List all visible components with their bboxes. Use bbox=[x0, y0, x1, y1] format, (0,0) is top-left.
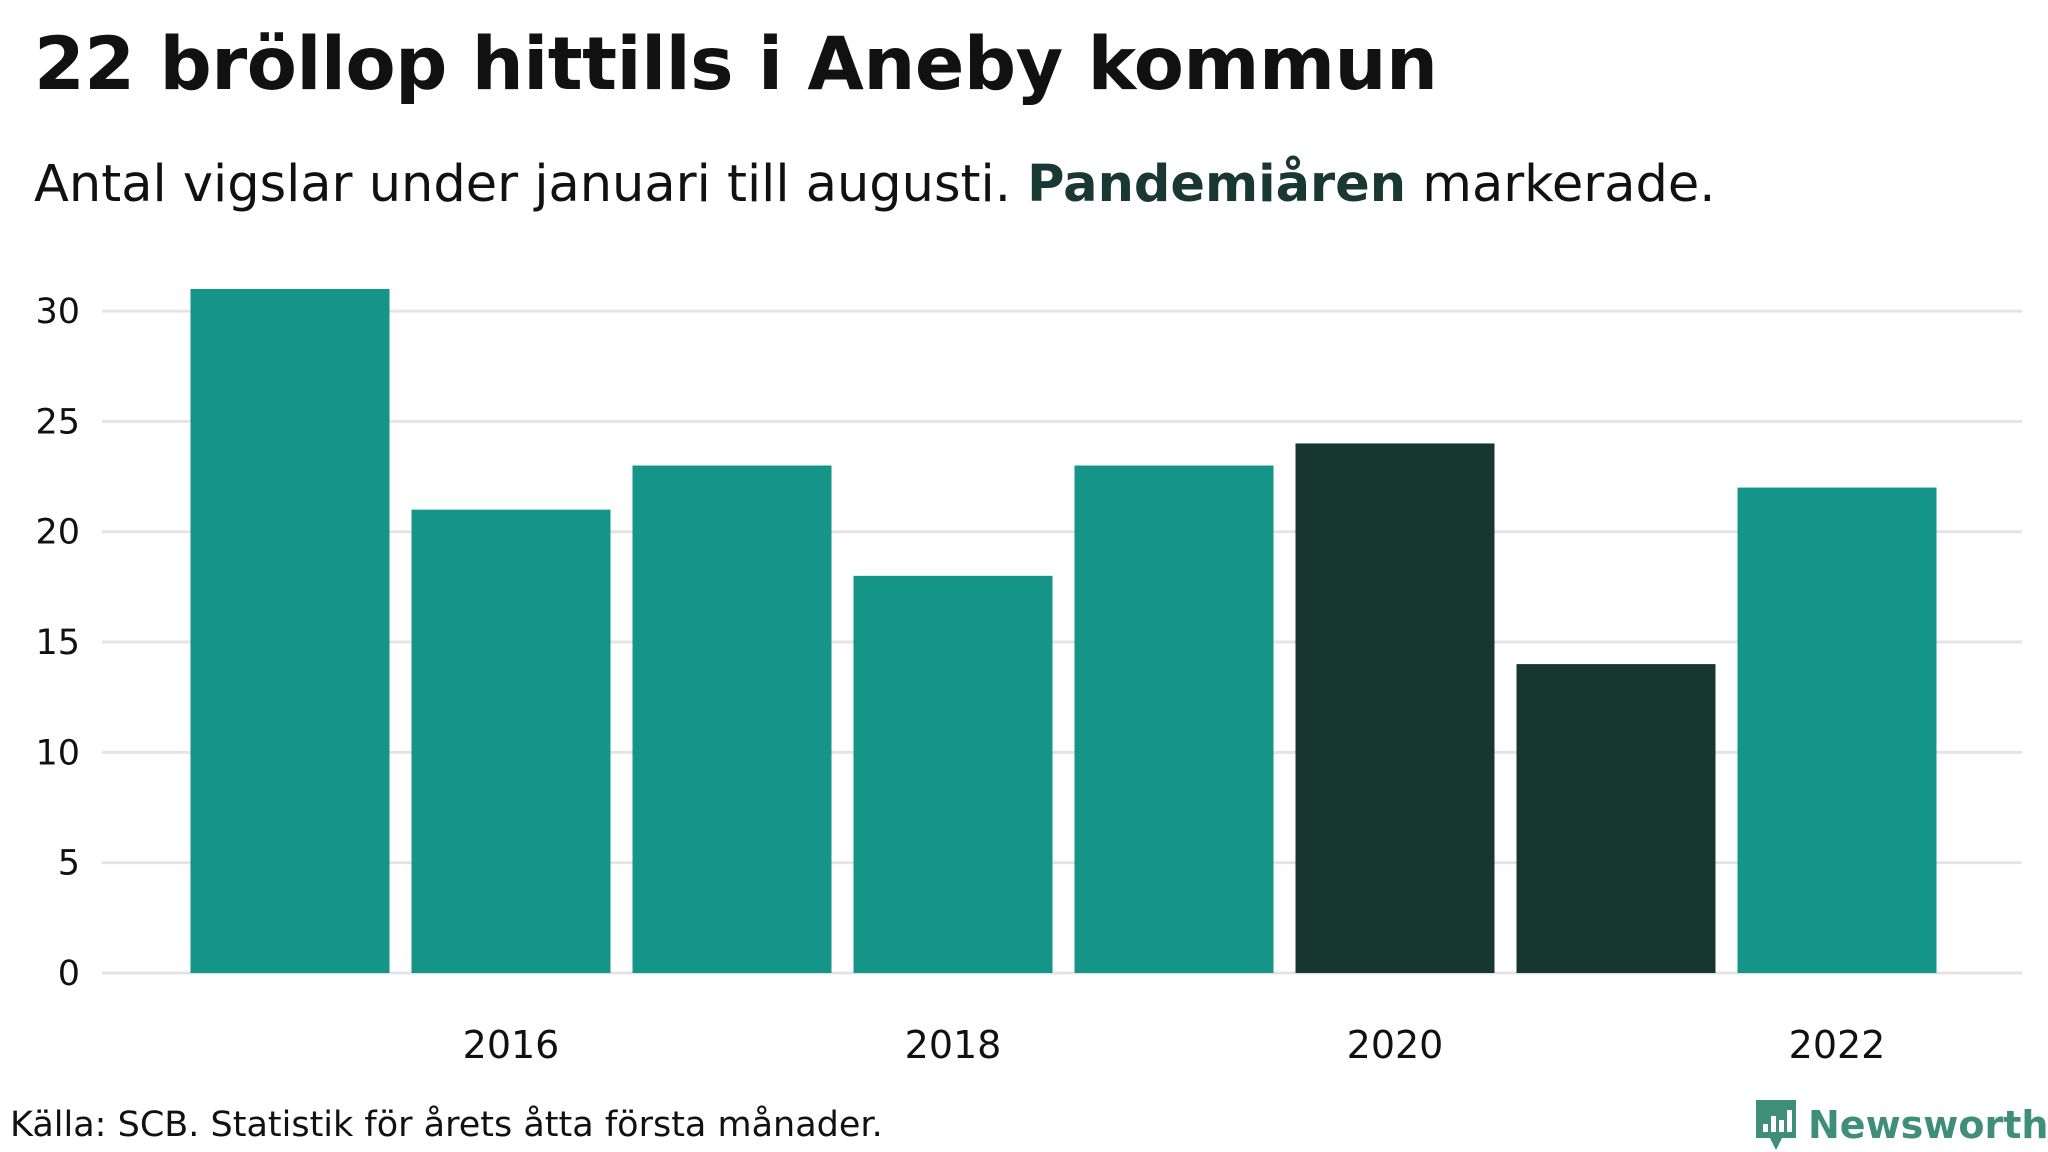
y-tick-label-25: 25 bbox=[35, 402, 80, 442]
subtitle-text: Antal vigslar under januari till augusti… bbox=[34, 155, 1028, 214]
bars bbox=[190, 289, 1937, 973]
x-tick-label-2022: 2022 bbox=[1789, 1023, 1886, 1067]
source-note: Källa: SCB. Statistik för årets åtta för… bbox=[10, 1105, 883, 1145]
y-tick-label-30: 30 bbox=[35, 292, 80, 332]
bar-2022 bbox=[1737, 487, 1937, 973]
y-tick-label-10: 10 bbox=[35, 733, 80, 773]
bar-2016 bbox=[411, 509, 611, 973]
x-tick-label-2020: 2020 bbox=[1347, 1023, 1444, 1067]
logo-text: Newsworthy bbox=[1808, 1103, 2048, 1147]
subtitle-text-end: markerade. bbox=[1406, 155, 1716, 214]
bar-2017 bbox=[632, 465, 832, 973]
newsworthy-logo-icon bbox=[1756, 1100, 1796, 1150]
chart-subtitle: Antal vigslar under januari till augusti… bbox=[34, 155, 1715, 214]
chart-title: 22 bröllop hittills i Aneby kommun bbox=[34, 22, 1438, 107]
newsworthy-logo: Newsworthy bbox=[1752, 1098, 2048, 1152]
subtitle-highlight-pandemic: Pandemiåren bbox=[1027, 155, 1407, 214]
y-tick-label-0: 0 bbox=[58, 954, 80, 994]
x-tick-label-2016: 2016 bbox=[463, 1023, 560, 1067]
bar-2021 bbox=[1516, 664, 1716, 973]
x-tick-label-2018: 2018 bbox=[905, 1023, 1002, 1067]
y-axis-labels: 0 5 10 15 20 25 30 bbox=[35, 292, 80, 994]
bar-2015 bbox=[190, 289, 390, 973]
y-tick-label-5: 5 bbox=[58, 844, 80, 884]
bar-2020 bbox=[1295, 443, 1495, 973]
bar-2019 bbox=[1074, 465, 1274, 973]
bar-2018 bbox=[853, 575, 1053, 973]
y-tick-label-15: 15 bbox=[35, 623, 80, 663]
gridlines bbox=[102, 309, 2022, 975]
x-axis-labels: 2016 2018 2020 2022 bbox=[463, 1023, 1886, 1067]
y-tick-label-20: 20 bbox=[35, 513, 80, 553]
